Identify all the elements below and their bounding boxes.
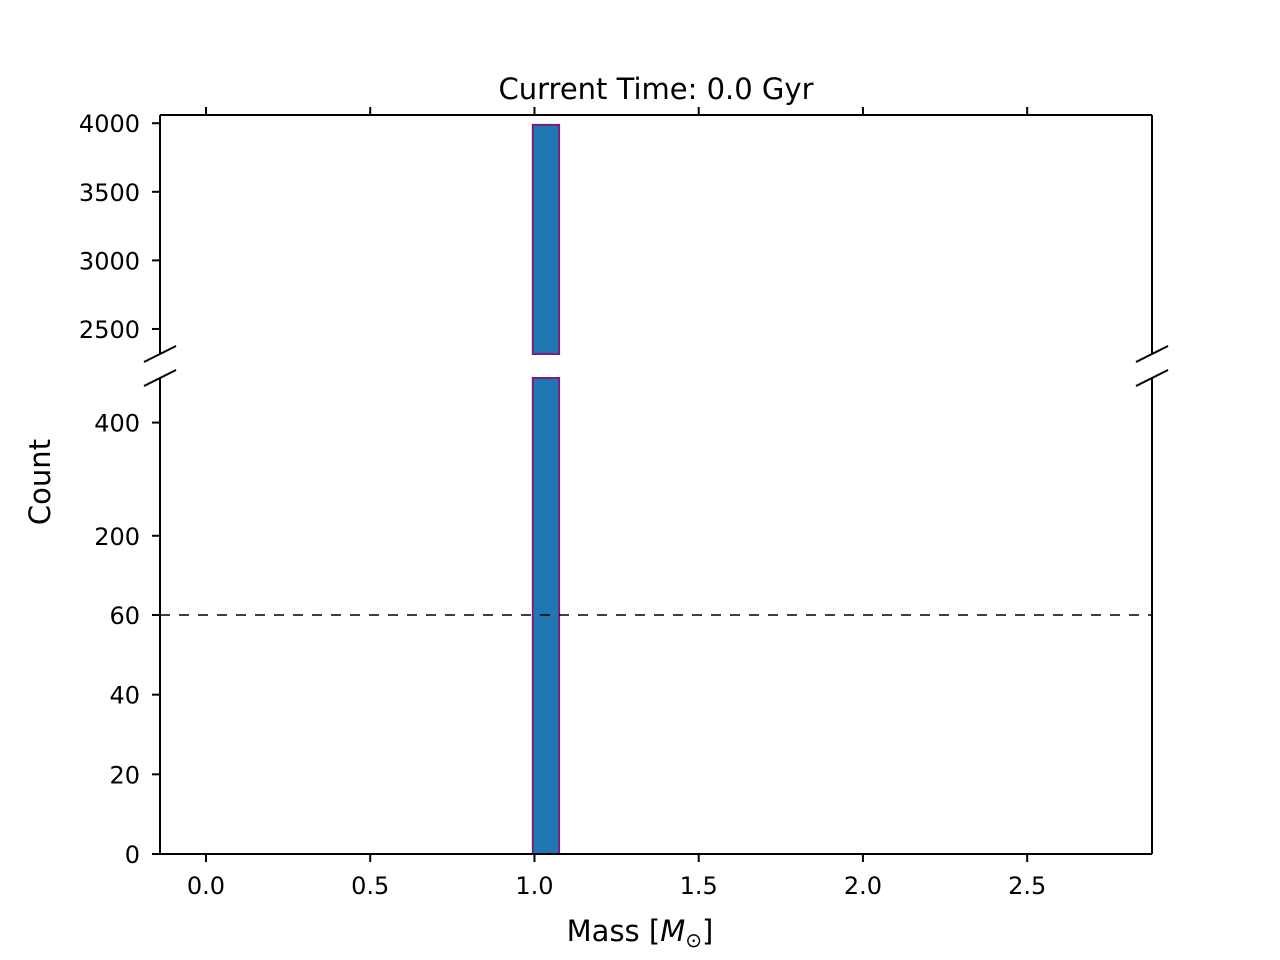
axis-break-mark [1135, 345, 1169, 363]
y-tick-label-upper: 3500 [79, 179, 140, 207]
y-tick-label-lower: 20 [109, 761, 140, 789]
x-axis-label-subscript: ⊙ [685, 928, 702, 952]
x-axis-label-end: ] [702, 914, 713, 948]
chart-title: Current Time: 0.0 Gyr [499, 72, 814, 106]
x-axis-label-text: Mass [ [567, 914, 661, 948]
histogram-bar-upper [531, 123, 561, 355]
y-tick-label-lower: 200 [94, 523, 140, 551]
lower-panel: 0.0 0.5 1.0 1.5 2.0 2.5 0 20 40 60 200 400 [94, 345, 1169, 900]
x-tick-label: 1.0 [515, 872, 553, 900]
upper-panel: 2500 3000 3500 4000 [79, 107, 1153, 387]
x-tick-label: 0.5 [351, 872, 389, 900]
y-tick-label-upper: 3000 [79, 247, 140, 275]
y-tick-label-upper: 4000 [79, 110, 140, 138]
x-tick-label: 2.5 [1008, 872, 1046, 900]
axis-break-mark [1135, 369, 1169, 387]
y-axis-label: Count [23, 439, 57, 525]
x-tick-label: 0.0 [187, 872, 225, 900]
y-tick-label-lower: 60 [109, 602, 140, 630]
axis-break-mark [143, 345, 177, 363]
y-tick-label-lower: 40 [109, 682, 140, 710]
x-tick-label: 2.0 [844, 872, 882, 900]
x-tick-label: 1.5 [680, 872, 718, 900]
x-axis-label-symbol: M [660, 914, 685, 948]
y-tick-label-upper: 2500 [79, 316, 140, 344]
x-axis-label: Mass [M⊙] [567, 914, 714, 952]
y-tick-label-lower: 400 [94, 410, 140, 438]
y-tick-label-lower: 0 [125, 841, 140, 869]
histogram-bar-lower [531, 377, 561, 855]
